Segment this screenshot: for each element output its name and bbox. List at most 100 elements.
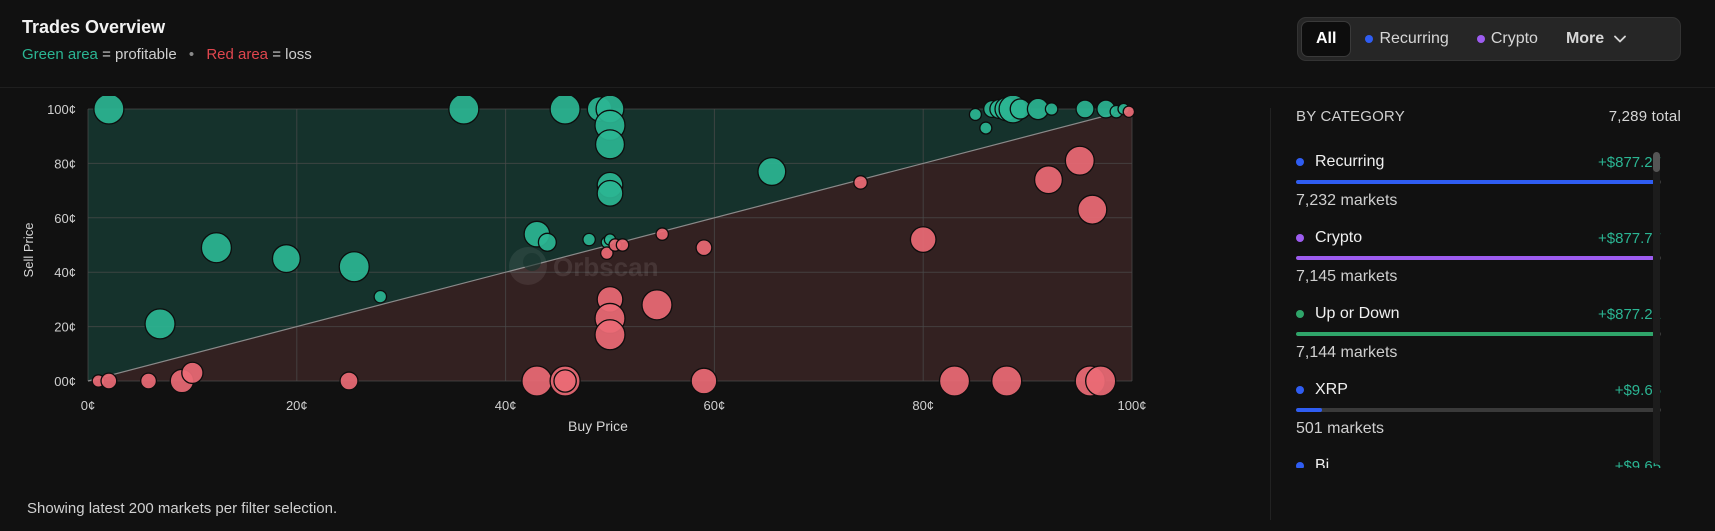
category-bar-track	[1296, 180, 1661, 184]
category-pnl: +$9.65	[1614, 457, 1661, 469]
loss-point	[521, 365, 553, 397]
category-count: 7,145 markets	[1296, 268, 1398, 285]
category-name: Bi...	[1315, 457, 1343, 468]
profit-point	[979, 121, 993, 135]
scatter-chart: 0¢ 20¢ 40¢ 60¢ 80¢ 100¢ 00¢ 20¢ 40¢ 60¢ 80¢ 100¢ Orb…	[0, 96, 1270, 486]
category-bar-fill	[1296, 408, 1322, 412]
loss-point	[641, 289, 673, 321]
filter-more-button[interactable]: More	[1552, 21, 1640, 57]
x-tick-label: 40¢	[495, 398, 517, 413]
category-name-wrap: XRP	[1296, 381, 1348, 399]
filter-all-button[interactable]: All	[1301, 21, 1352, 57]
category-dot-icon	[1296, 310, 1304, 318]
category-total: 7,289 total	[1608, 108, 1681, 125]
y-tick-label: 60¢	[54, 211, 76, 226]
profit-point	[144, 308, 176, 340]
loss-point	[1085, 365, 1117, 397]
profit-point	[1075, 99, 1095, 119]
category-dot-icon	[1296, 234, 1304, 242]
legend-separator: •	[188, 46, 195, 63]
loss-point	[655, 227, 670, 241]
category-bar-fill	[1296, 180, 1658, 184]
x-tick-label: 0¢	[81, 398, 95, 413]
x-tick-label: 80¢	[912, 398, 934, 413]
filter-all-label: All	[1316, 30, 1337, 47]
profit-point	[549, 96, 581, 125]
category-panel: BY CATEGORY 7,289 total Recurring +$877.2…	[1296, 108, 1681, 468]
filter-recurring-label: Recurring	[1379, 30, 1449, 47]
loss-point	[1122, 105, 1136, 119]
x-tick-label: 100¢	[1118, 398, 1147, 413]
green-area-meaning: = profitable	[102, 46, 177, 63]
profit-point	[271, 244, 301, 274]
loss-point	[938, 365, 971, 397]
loss-point	[615, 238, 630, 252]
category-row: Bi... +$9.65	[1296, 456, 1661, 468]
category-row: Crypto +$877.77	[1296, 228, 1661, 248]
loss-point	[181, 361, 204, 385]
header: Trades Overview Green area = profitable …	[0, 0, 1715, 88]
loss-point	[695, 239, 713, 257]
category-bar-track	[1296, 408, 1661, 412]
loss-point	[1064, 145, 1095, 176]
category-bar-fill	[1296, 256, 1654, 260]
green-area-label: Green area	[22, 46, 98, 63]
category-item[interactable]: Recurring +$877.27 7,232 markets	[1296, 152, 1661, 228]
y-tick-label: 20¢	[54, 320, 76, 335]
category-dot-icon	[1296, 462, 1304, 468]
recurring-dot-icon	[1365, 35, 1374, 43]
category-bar-fill	[1296, 332, 1654, 336]
category-name: Crypto	[1315, 229, 1363, 246]
x-tick-label: 60¢	[704, 398, 726, 413]
category-row: XRP +$9.65	[1296, 380, 1661, 400]
category-item[interactable]: Bi... +$9.65	[1296, 456, 1661, 468]
category-item[interactable]: XRP +$9.65 501 markets	[1296, 380, 1661, 456]
category-name-wrap: Up or Down	[1296, 305, 1399, 323]
category-header: BY CATEGORY 7,289 total	[1296, 108, 1681, 132]
chevron-down-icon	[1614, 35, 1627, 43]
category-item[interactable]: Up or Down +$877.21 7,144 markets	[1296, 304, 1661, 380]
category-item[interactable]: Crypto +$877.77 7,145 markets	[1296, 228, 1661, 304]
loss-point	[690, 367, 718, 395]
area-legend-note: Green area = profitable • Red area = los…	[22, 46, 312, 63]
category-bar-track	[1296, 256, 1661, 260]
category-scrollbar-thumb[interactable]	[1653, 152, 1660, 172]
category-pnl: +$877.77	[1598, 229, 1661, 247]
panel-divider	[1270, 108, 1271, 520]
x-axis-label: Buy Price	[568, 418, 628, 434]
scatter-chart-svg: 0¢ 20¢ 40¢ 60¢ 80¢ 100¢00¢20¢40¢60¢80¢100¢Orb…	[21, 96, 1147, 434]
y-tick-label: 00¢	[54, 374, 76, 389]
y-tick-label: 100¢	[47, 102, 76, 117]
footnote: Showing latest 200 markets per filter se…	[27, 500, 338, 517]
category-row: Recurring +$877.27	[1296, 152, 1661, 172]
profit-point	[200, 232, 233, 264]
loss-point	[909, 226, 937, 254]
profit-point	[338, 251, 370, 283]
category-scrollbar[interactable]	[1653, 152, 1660, 464]
loss-point	[339, 371, 359, 391]
watermark-logo-icon-cutout	[523, 253, 541, 271]
profit-point	[1044, 102, 1059, 116]
filter-more-label: More	[1565, 30, 1605, 47]
loss-point	[1077, 194, 1108, 225]
loss-point	[594, 319, 626, 351]
profit-point	[448, 96, 480, 125]
y-tick-label: 40¢	[54, 265, 76, 280]
category-pnl: +$877.27	[1598, 153, 1661, 171]
category-name: Recurring	[1315, 153, 1385, 170]
loss-point	[600, 246, 614, 261]
profit-point	[968, 107, 983, 122]
y-axis-label: Sell Price	[21, 223, 36, 278]
category-name: XRP	[1315, 381, 1348, 398]
category-pnl: +$877.21	[1598, 305, 1661, 323]
category-name-wrap: Recurring	[1296, 153, 1384, 171]
category-dot-icon	[1296, 158, 1304, 166]
profit-point	[93, 96, 125, 125]
loss-point	[991, 365, 1023, 397]
filter-recurring-button[interactable]: Recurring	[1351, 21, 1462, 57]
loss-point	[1033, 165, 1064, 195]
filter-crypto-button[interactable]: Crypto	[1463, 21, 1552, 57]
loss-point	[553, 369, 577, 393]
profit-point	[582, 232, 596, 247]
category-row: Up or Down +$877.21	[1296, 304, 1661, 324]
